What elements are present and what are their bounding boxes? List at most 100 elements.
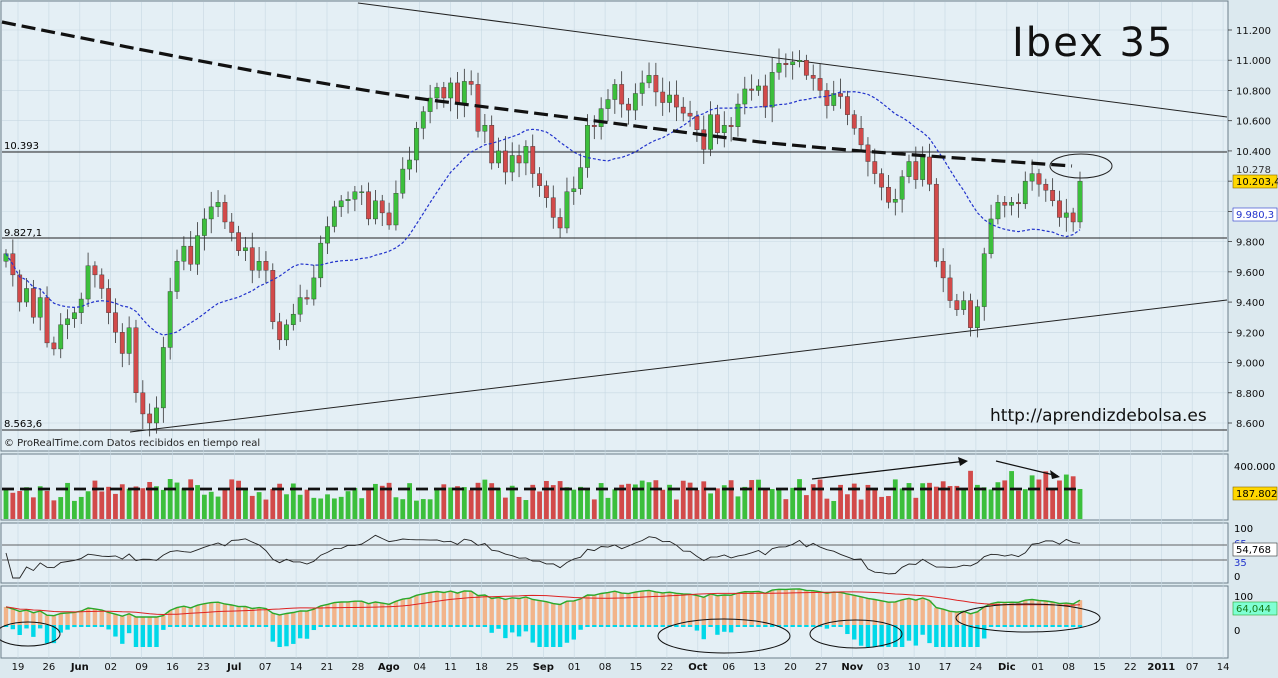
- candle-body: [865, 144, 871, 162]
- osc-orange-bar: [927, 600, 932, 625]
- rsi-tag-box: [1232, 542, 1278, 557]
- volume-bar: [345, 491, 351, 519]
- candle-body: [578, 167, 584, 189]
- candle-body: [694, 115, 700, 130]
- osc-orange-bar: [85, 608, 91, 625]
- osc-orange-bar: [544, 601, 549, 625]
- candle-body: [400, 168, 406, 194]
- volume-bar: [817, 479, 823, 519]
- volume-bar: [338, 496, 344, 519]
- volume-bar: [461, 487, 467, 519]
- osc-orange-bar: [1002, 602, 1007, 625]
- osc-cyan-bar: [414, 625, 419, 627]
- dashed-trendline: [1, 20, 1073, 168]
- osc-orange-bar: [592, 595, 597, 625]
- candle-body: [947, 277, 953, 301]
- osc-orange-bar: [325, 604, 330, 625]
- candle-body: [448, 82, 454, 99]
- candle-body: [790, 61, 796, 65]
- volume-bar: [379, 485, 385, 519]
- time-tick-label: Dic: [998, 662, 1016, 673]
- osc-cyan-bar: [174, 625, 180, 627]
- candle-body: [284, 324, 289, 341]
- osc-orange-bar: [756, 591, 761, 625]
- osc-cyan-bar: [133, 625, 139, 647]
- osc-orange-bar: [468, 591, 474, 625]
- volume-bar: [311, 497, 317, 519]
- volume-bar: [537, 491, 542, 519]
- osc-cyan-bar: [270, 625, 275, 642]
- osc-cyan-bar: [284, 625, 289, 647]
- volume-bar: [605, 497, 611, 519]
- time-tick-label: 07: [1186, 662, 1199, 673]
- candle-body: [516, 155, 522, 164]
- osc-orange-bar: [940, 609, 946, 625]
- osc-cyan-bar: [120, 625, 125, 644]
- candle-body: [858, 128, 864, 146]
- volume-bar: [331, 498, 337, 519]
- volume-bar: [229, 479, 235, 519]
- last-price-tag-box: [1232, 174, 1278, 189]
- osc-orange-bar: [209, 602, 214, 625]
- osc-orange-bar: [174, 607, 180, 625]
- high-price-tag: 10.278: [1236, 165, 1271, 176]
- osc-cyan-bar: [400, 625, 405, 627]
- osc-orange-bar: [284, 613, 289, 625]
- time-tick-label: 21: [321, 662, 334, 673]
- osc-orange-bar: [366, 603, 371, 625]
- volume-bar: [721, 485, 727, 519]
- candle-body: [762, 85, 768, 108]
- candle-body: [735, 103, 741, 127]
- osc-orange-bar: [448, 591, 453, 625]
- osc-orange-bar: [510, 597, 515, 625]
- osc-cyan-bar: [236, 625, 241, 627]
- volume-bar: [496, 487, 501, 519]
- time-tick-label: 10: [908, 662, 921, 673]
- volume-bar: [133, 486, 139, 519]
- volume-bar: [24, 487, 29, 519]
- volume-bar: [564, 487, 570, 519]
- osc-cyan-bar: [318, 625, 323, 627]
- osc-orange-bar: [17, 611, 22, 625]
- volume-bar: [208, 491, 214, 519]
- osc-cyan-bar: [804, 625, 809, 627]
- volume-bar: [879, 496, 885, 519]
- candle-body: [44, 297, 50, 344]
- osc-orange-bar: [845, 594, 850, 625]
- volume-bar: [249, 495, 255, 519]
- volume-bar: [1077, 488, 1083, 519]
- time-tick-label: 14: [1217, 662, 1230, 673]
- candle-body: [1009, 202, 1014, 206]
- osc-cyan-bar: [598, 625, 604, 627]
- candle-body: [502, 150, 508, 173]
- osc-cyan-bar: [167, 625, 173, 627]
- candle-body: [17, 274, 23, 303]
- chart-title: Ibex 35: [1012, 20, 1174, 66]
- volume-bar: [106, 486, 112, 519]
- volume-bar: [544, 480, 549, 519]
- time-tick-label: 17: [939, 662, 952, 673]
- osc-cyan-bar: [817, 625, 823, 627]
- volume-bar: [578, 486, 584, 519]
- osc-cyan-bar: [427, 625, 433, 627]
- osc-orange-bar: [920, 597, 925, 625]
- osc-orange-bar: [523, 596, 529, 625]
- candle-body: [222, 202, 228, 223]
- osc-orange-bar: [250, 608, 255, 625]
- osc-cyan-bar: [380, 625, 385, 627]
- osc-cyan-bar: [1009, 625, 1014, 627]
- osc-orange-bar: [441, 592, 447, 625]
- candle-body: [591, 125, 597, 127]
- osc-cyan-bar: [872, 625, 877, 647]
- candle-body: [1063, 212, 1069, 218]
- osc-cyan-bar: [256, 625, 262, 627]
- osc-orange-bar: [291, 612, 296, 625]
- osc-cyan-bar: [338, 625, 344, 627]
- osc-orange-bar: [421, 593, 426, 625]
- candle-body: [687, 112, 693, 117]
- osc-orange-bar: [639, 591, 645, 625]
- candle-body: [106, 288, 112, 313]
- time-tick-label: Nov: [841, 662, 863, 673]
- osc-orange-bar: [605, 592, 611, 625]
- candle-body: [482, 125, 488, 132]
